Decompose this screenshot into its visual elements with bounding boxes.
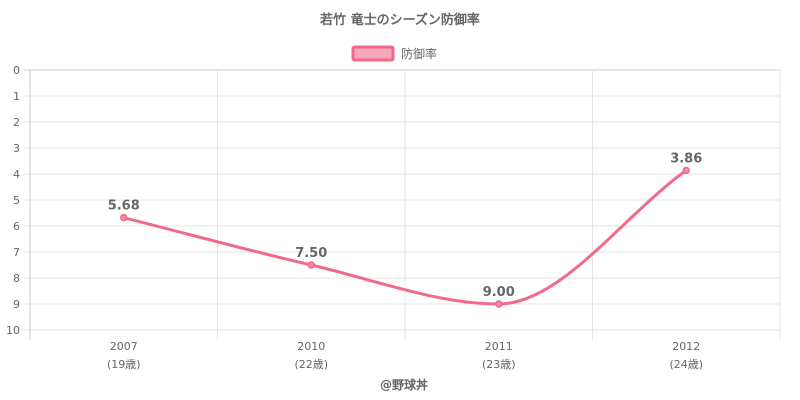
data-label: 3.86 xyxy=(670,151,702,166)
y-tick-label: 7 xyxy=(13,246,20,259)
x-tick-label: 2007 xyxy=(110,340,138,353)
y-tick-label: 4 xyxy=(13,168,20,181)
legend-swatch xyxy=(351,45,395,62)
x-tick-label: 2012 xyxy=(672,340,700,353)
x-tick-label: 2011 xyxy=(485,340,513,353)
y-tick-label: 6 xyxy=(13,220,20,233)
y-tick-label: 0 xyxy=(13,64,20,77)
series-line xyxy=(123,169,688,306)
legend[interactable]: 防御率 xyxy=(351,45,437,62)
x-tick-sublabel: (23歳) xyxy=(482,358,516,371)
data-point[interactable] xyxy=(120,213,128,222)
data-points xyxy=(120,166,690,308)
y-tick-label: 5 xyxy=(13,194,20,207)
y-tick-label: 9 xyxy=(13,298,20,311)
legend-label: 防御率 xyxy=(401,46,437,61)
data-point[interactable] xyxy=(495,300,503,308)
y-tick-label: 1 xyxy=(13,90,20,103)
x-axis-ticks: 2007 (19歳) 2010 (22歳) 2011 (23歳) 2012 (24歳) xyxy=(107,340,703,371)
y-tick-label: 2 xyxy=(13,116,20,129)
data-point[interactable] xyxy=(682,166,690,175)
x-tick-sublabel: (19歳) xyxy=(107,358,141,371)
y-tick-label: 3 xyxy=(13,142,20,155)
data-labels: 5.68 7.50 9.00 3.86 xyxy=(108,151,703,300)
data-label: 7.50 xyxy=(295,246,327,261)
data-label: 9.00 xyxy=(483,285,515,300)
x-tick-sublabel: (22歳) xyxy=(294,358,328,371)
data-label: 5.68 xyxy=(108,199,140,214)
x-tick-label: 2010 xyxy=(297,340,325,353)
grid xyxy=(24,69,781,340)
y-axis-ticks: 0 1 2 3 4 5 6 7 8 9 10 xyxy=(6,64,20,337)
data-point[interactable] xyxy=(307,261,315,269)
x-tick-sublabel: (24歳) xyxy=(669,358,703,371)
y-tick-label: 8 xyxy=(13,272,20,285)
credit-label: @野球丼 xyxy=(380,377,428,392)
chart-title: 若竹 竜士のシーズン防御率 xyxy=(319,12,480,28)
y-tick-label: 10 xyxy=(6,324,20,337)
